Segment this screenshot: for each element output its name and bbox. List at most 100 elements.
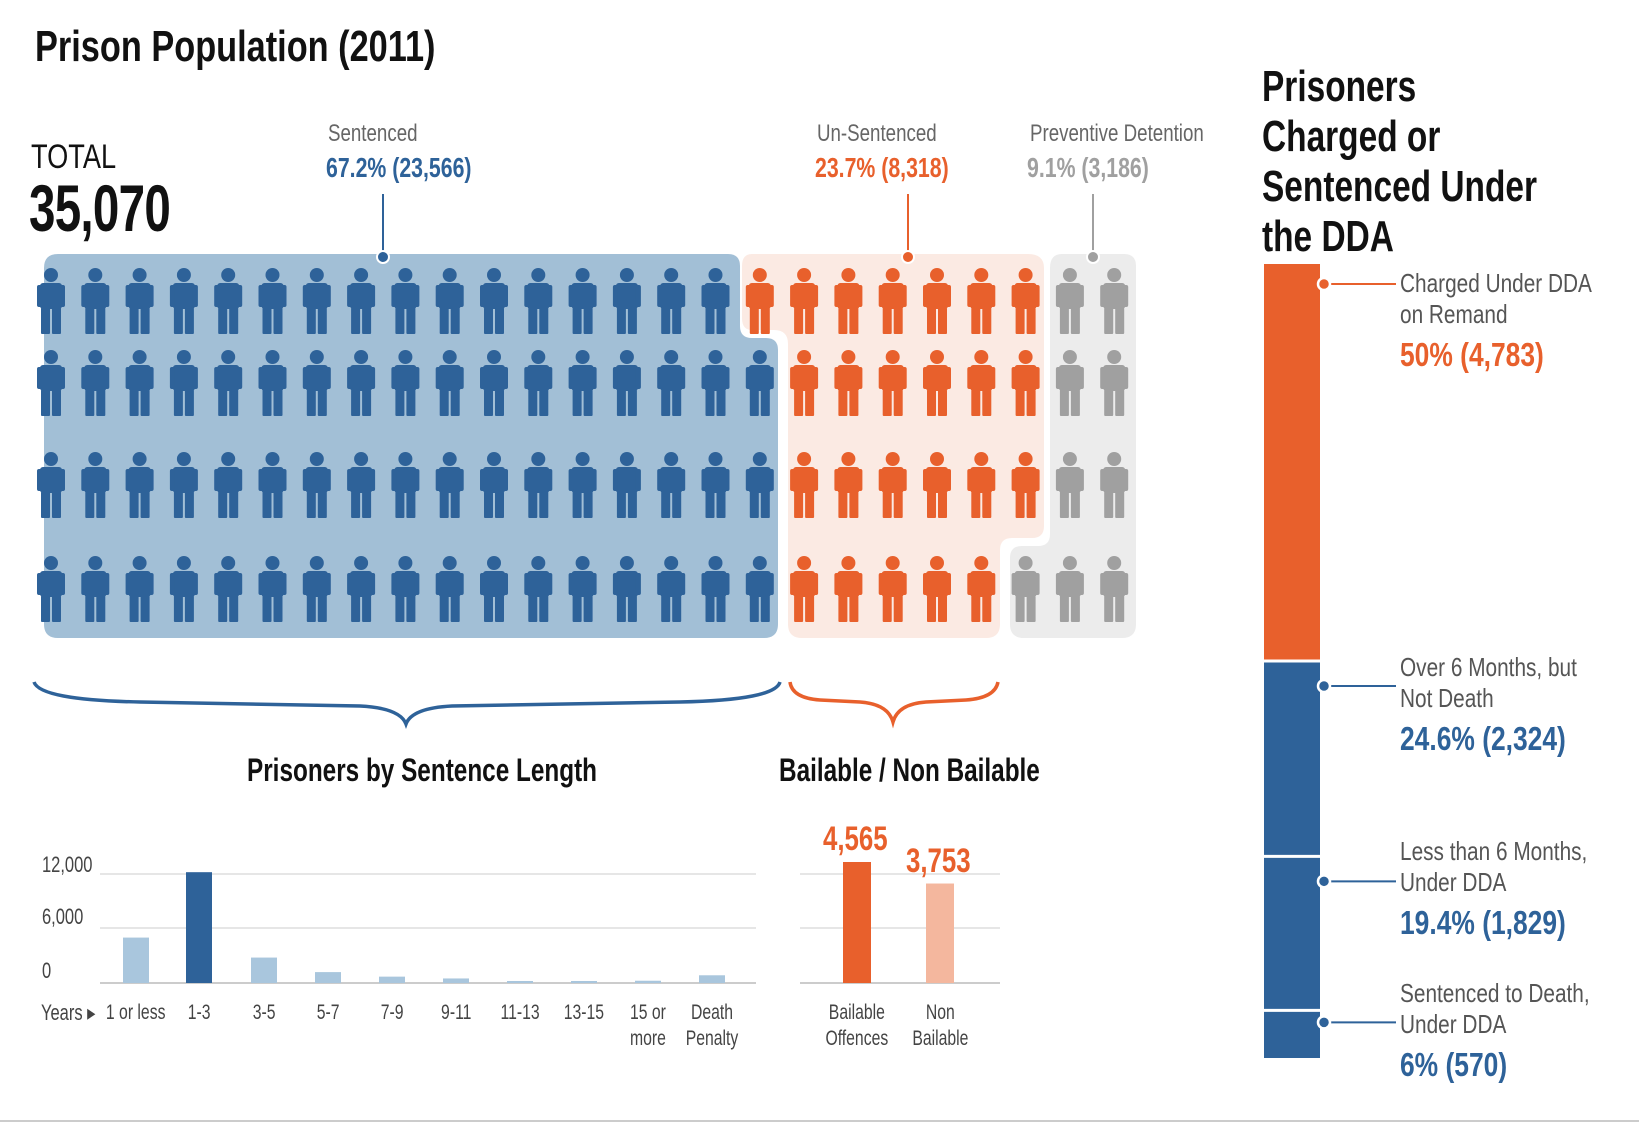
sentenced-area bbox=[44, 254, 778, 638]
prisoner-figure-icon bbox=[258, 268, 287, 334]
prisoner-figure-icon bbox=[37, 452, 65, 518]
prisoner-figure-icon bbox=[214, 268, 243, 334]
bar-5-7 bbox=[315, 972, 341, 983]
prisoner-figure-icon bbox=[1100, 268, 1129, 334]
prisoner-figure-icon bbox=[214, 556, 243, 622]
prisoner-figure-icon bbox=[923, 350, 951, 416]
prisoner-figure-icon bbox=[480, 268, 508, 334]
prisoner-figure-icon bbox=[923, 268, 951, 334]
prisoner-figure-icon bbox=[1011, 452, 1040, 518]
prisoner-figure-icon bbox=[790, 268, 819, 334]
prisoner-figure-icon bbox=[657, 268, 686, 334]
prisoner-figure-icon bbox=[37, 556, 65, 622]
category-label: 5-7 bbox=[316, 1001, 340, 1024]
prisoner-figure-icon bbox=[258, 452, 287, 518]
prisoner-figure-icon bbox=[302, 452, 331, 518]
prisoner-figure-icon bbox=[391, 452, 420, 518]
bar-non-bailable bbox=[926, 883, 954, 983]
category-label: Death Penalty bbox=[685, 1001, 739, 1050]
prisoner-figure-icon bbox=[878, 452, 907, 518]
prisoner-figure-icon bbox=[258, 556, 287, 622]
dda-segment-1 bbox=[1264, 264, 1320, 661]
preventive-dot bbox=[1086, 250, 1100, 264]
prisoner-figure-icon bbox=[967, 350, 996, 416]
prisoner-figure-icon bbox=[878, 350, 907, 416]
prisoner-figure-icon bbox=[125, 268, 154, 334]
bar-bailable-offences bbox=[843, 862, 871, 983]
prisoner-figure-icon bbox=[37, 350, 65, 416]
prisoner-figure-icon bbox=[480, 556, 508, 622]
prisoner-figure-icon bbox=[302, 268, 331, 334]
category-label: 15 or more bbox=[630, 1001, 666, 1050]
unsentenced-dot bbox=[901, 250, 915, 264]
prisoner-figure-icon bbox=[790, 350, 819, 416]
prisoner-figure-icon bbox=[701, 556, 730, 622]
prisoner-figure-icon bbox=[1011, 350, 1040, 416]
prisoner-figure-icon bbox=[347, 556, 376, 622]
dda-segment-4 bbox=[1264, 1010, 1320, 1058]
dda-dot bbox=[1316, 874, 1332, 889]
category-label: 11-13 bbox=[500, 1001, 540, 1024]
prisoner-figure-icon bbox=[480, 350, 508, 416]
prisoner-figure-icon bbox=[81, 452, 110, 518]
prisoner-figure-icon bbox=[967, 556, 996, 622]
prisoner-figure-icon bbox=[524, 268, 553, 334]
prisoner-figure-icon bbox=[302, 556, 331, 622]
prisoner-figure-icon bbox=[125, 350, 154, 416]
prisoner-figure-icon bbox=[834, 268, 863, 334]
prisoner-figure-icon bbox=[745, 268, 774, 334]
prisoner-figure-icon bbox=[568, 350, 597, 416]
prisoner-figure-icon bbox=[790, 556, 819, 622]
prisoner-figure-icon bbox=[435, 452, 464, 518]
prisoner-figure-icon bbox=[745, 556, 774, 622]
prisoner-pictogram bbox=[32, 194, 1136, 729]
category-label: 13-15 bbox=[563, 1001, 605, 1024]
category-label: 1-3 bbox=[187, 1001, 211, 1024]
prisoner-figure-icon bbox=[81, 268, 110, 334]
dda-segment-value: 6% (570) bbox=[1400, 1046, 1508, 1083]
prisoner-figure-icon bbox=[391, 350, 420, 416]
prisoner-figure-icon bbox=[347, 350, 376, 416]
dda-segment-2 bbox=[1264, 661, 1320, 857]
prisoner-figure-icon bbox=[524, 350, 553, 416]
sentenced-brace bbox=[32, 681, 782, 729]
prisoner-figure-icon bbox=[480, 452, 508, 518]
prisoner-figure-icon bbox=[81, 556, 110, 622]
prisoner-figure-icon bbox=[524, 452, 553, 518]
category-label: 3-5 bbox=[252, 1001, 276, 1024]
preventive-value: 9.1% (3,186) bbox=[1027, 152, 1149, 183]
prisoner-figure-icon bbox=[923, 556, 951, 622]
preventive-label: Preventive Detention bbox=[1030, 120, 1204, 147]
dda-segment-label: Charged Under DDA on Remand bbox=[1400, 268, 1591, 329]
prisoner-figure-icon bbox=[435, 556, 464, 622]
prisoner-figure-icon bbox=[214, 350, 243, 416]
prisoner-figure-icon bbox=[1011, 268, 1040, 334]
bar-value-label: 3,753 bbox=[906, 841, 971, 880]
category-label: Non Bailable bbox=[911, 1001, 969, 1050]
prisoner-figure-icon bbox=[701, 452, 730, 518]
sentenced-dot bbox=[376, 250, 390, 264]
prisoner-figure-icon bbox=[37, 268, 65, 334]
prisoner-figure-icon bbox=[1055, 556, 1084, 622]
bottom-divider bbox=[0, 1120, 1639, 1122]
unsentenced-area bbox=[742, 254, 1044, 638]
prisoner-figure-icon bbox=[81, 350, 110, 416]
prisoner-figure-icon bbox=[967, 452, 996, 518]
prisoner-figure-icon bbox=[169, 556, 198, 622]
prisoner-figure-icon bbox=[1011, 556, 1040, 622]
prisoner-figure-icon bbox=[568, 268, 597, 334]
prisoner-figure-icon bbox=[214, 452, 243, 518]
y-tick-6000: 6,000 bbox=[42, 904, 84, 929]
sentenced-value: 67.2% (23,566) bbox=[326, 152, 472, 183]
prisoner-figure-icon bbox=[391, 556, 420, 622]
prisoner-figure-icon bbox=[435, 268, 464, 334]
prisoner-figure-icon bbox=[524, 556, 553, 622]
prisoner-figure-icon bbox=[701, 268, 730, 334]
prisoner-figure-icon bbox=[125, 452, 154, 518]
unsentenced-value: 23.7% (8,318) bbox=[815, 152, 949, 183]
prisoner-figure-icon bbox=[967, 268, 996, 334]
prisoner-figure-icon bbox=[1055, 452, 1084, 518]
prisoner-figure-icon bbox=[657, 350, 686, 416]
prisoner-figure-icon bbox=[745, 452, 774, 518]
